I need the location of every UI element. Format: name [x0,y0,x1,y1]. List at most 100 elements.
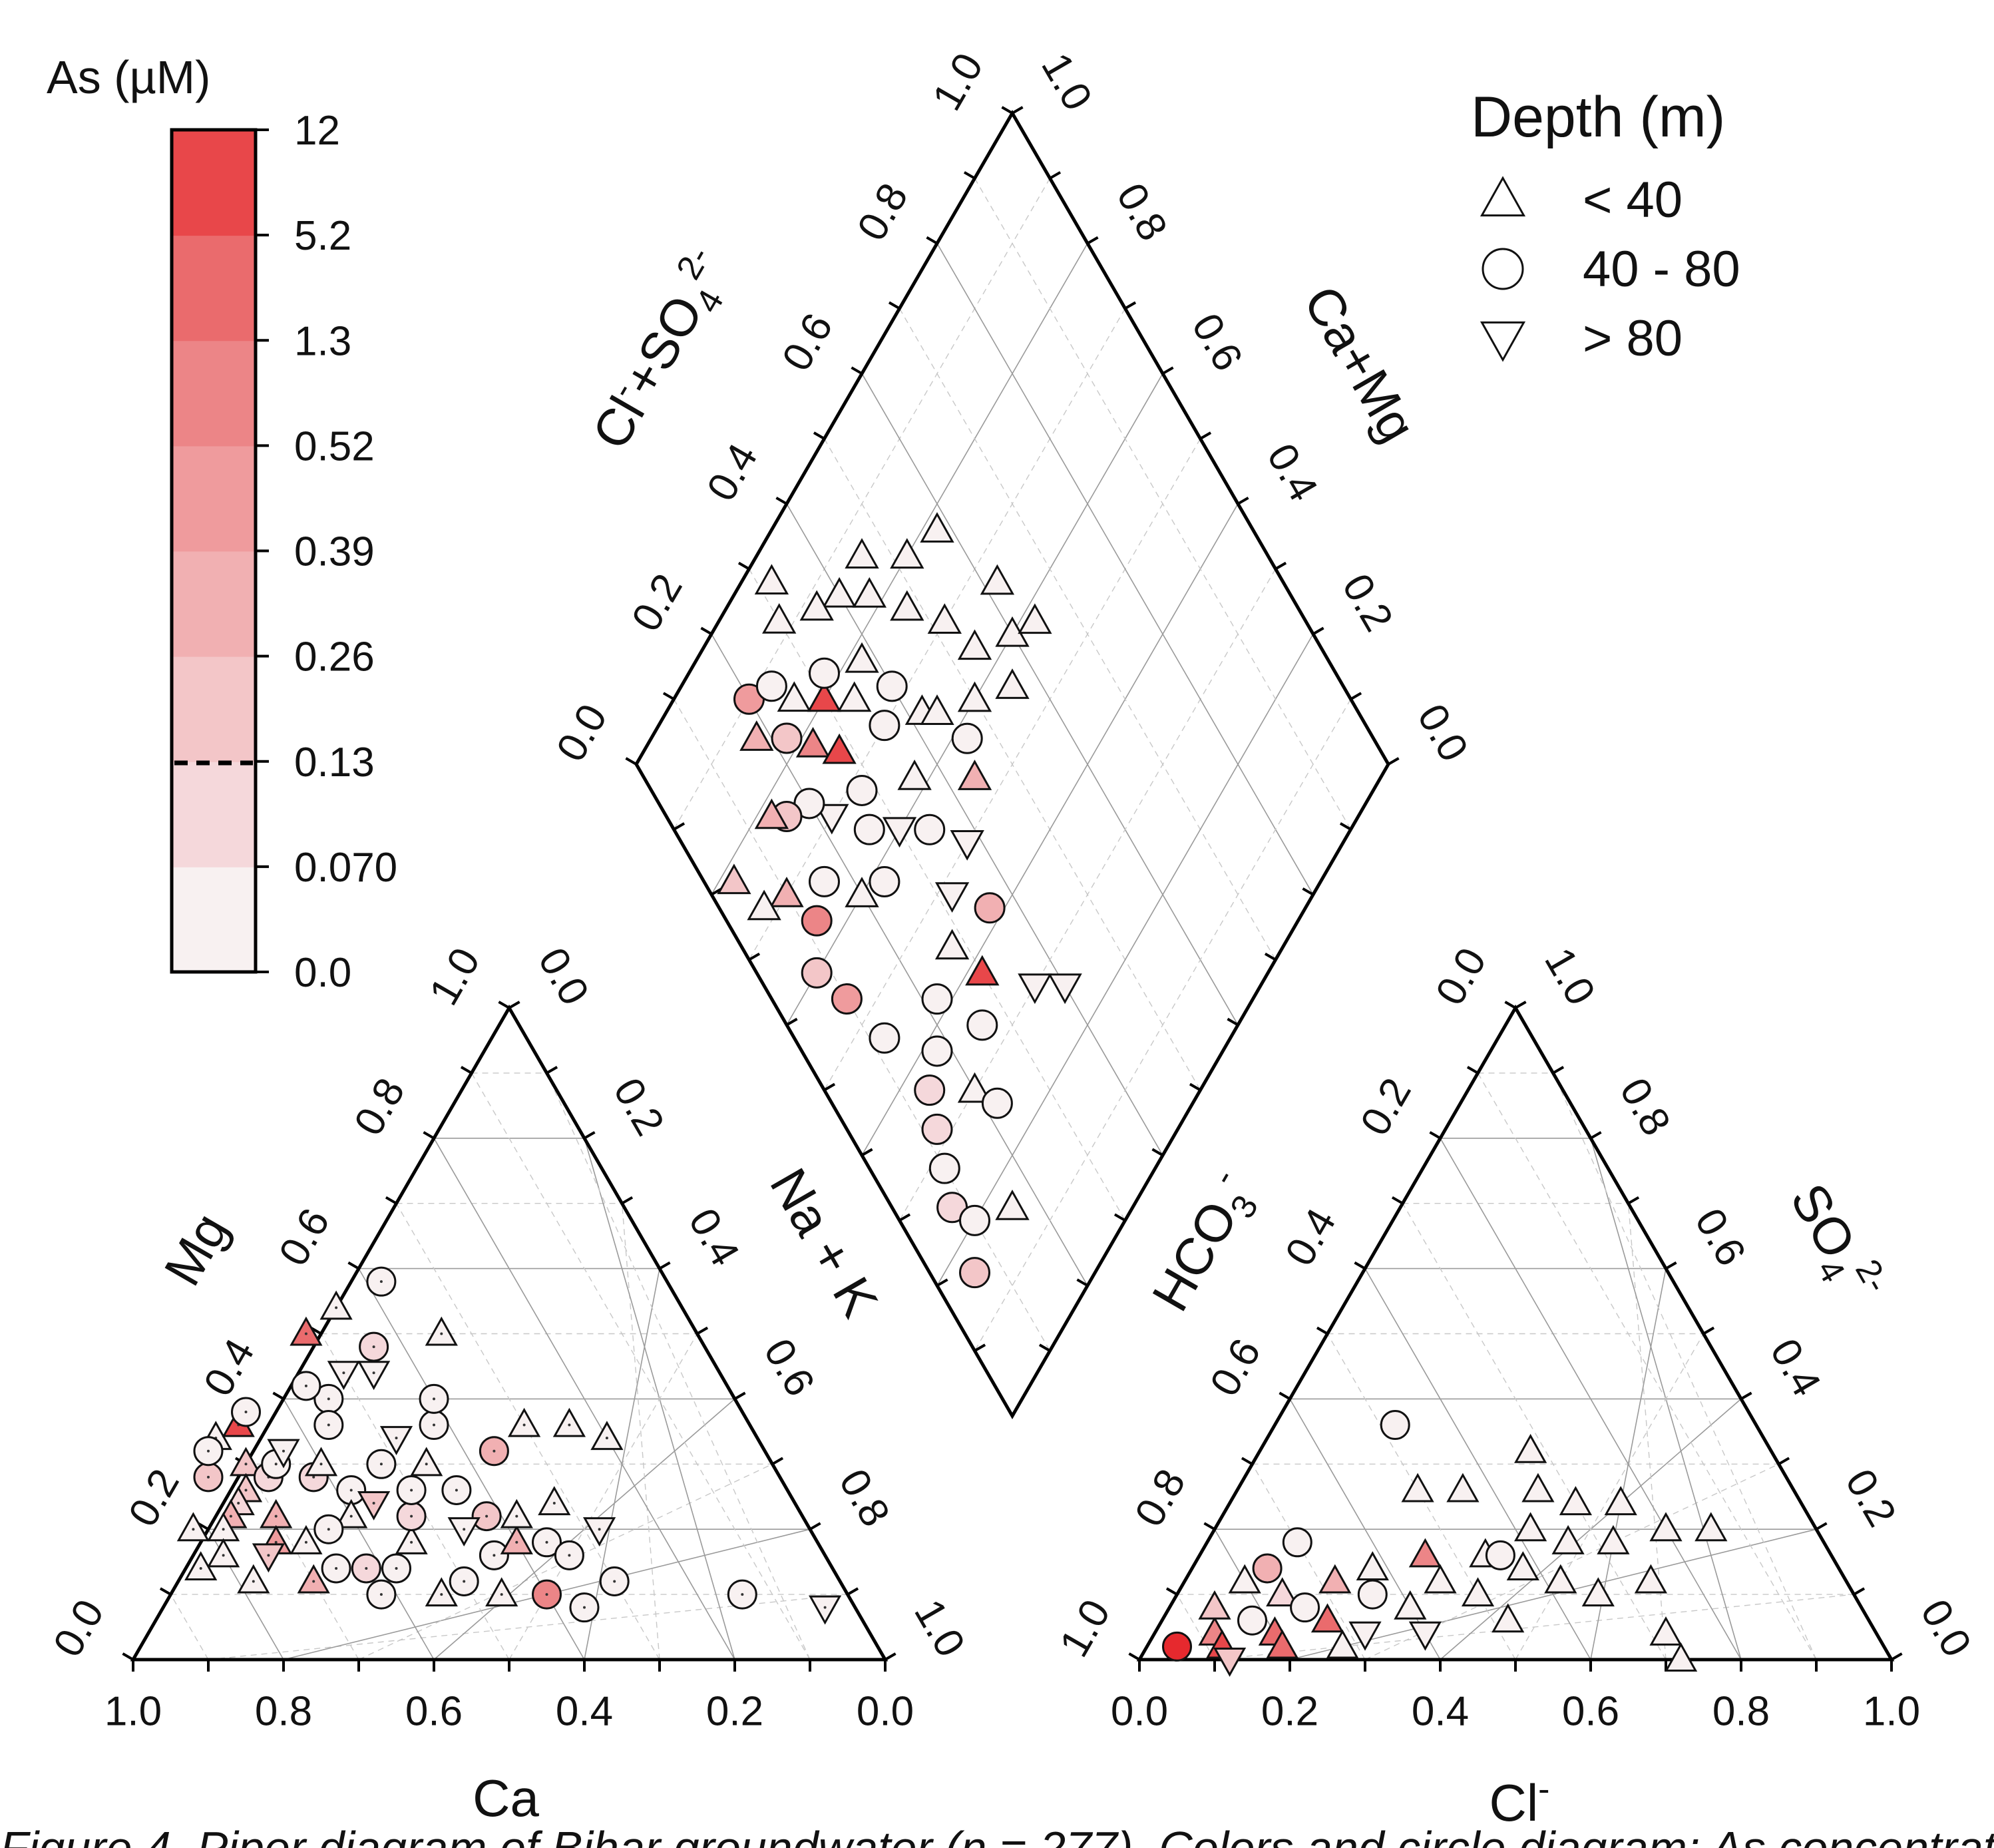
cation-right-tick [583,1131,596,1140]
diamond-point [920,694,954,725]
diamond-point [934,882,970,913]
diamond-point [739,720,774,751]
diamond-lower-tick [1113,1213,1126,1222]
cation-point-dot [545,1540,548,1544]
diamond-right-tick [1312,626,1324,636]
diamond-grid-line [974,178,1352,830]
anion-left-tick [1316,1326,1328,1335]
diamond-point [995,1189,1030,1220]
diamond-lower-tick [936,1278,948,1287]
diamond-point [754,564,789,595]
cation-point-dot [568,1554,571,1557]
figure-caption: Figure 4. Piper diagram of Bihar groundw… [0,1822,1994,1848]
cation-point-dot [379,1593,383,1596]
anion-left-tick-label: 0.2 [1352,1070,1420,1143]
anion-right-tick [1665,1261,1677,1270]
cation-point-dot [463,1580,466,1583]
cation-right-tick [546,1066,558,1074]
colorbar-band [172,551,256,657]
anion-point [1634,1564,1668,1594]
diamond-point [747,889,781,921]
anion-bottom-tick-label: 0.8 [1712,1688,1770,1734]
cation-right-tick [847,1587,859,1596]
diamond-right-tick [1124,301,1137,310]
cation-point-dot [274,1514,278,1518]
cation-point-dot [267,1554,270,1557]
cation-point [290,1316,323,1346]
diamond-lower-tick [1302,887,1314,896]
cation-point-dot [485,1514,489,1518]
cation-point-dot [372,1371,375,1375]
diamond-right-tick [1275,561,1287,571]
diamond-point [974,892,1006,924]
anion-right-tick-label: 1.0 [1535,940,1604,1013]
cation-point-dot [823,1606,827,1609]
diamond-point [928,1152,960,1184]
cation-point-dot [379,1280,383,1283]
diamond-right-tick [1387,757,1400,766]
anion-left-tick [1128,1652,1140,1661]
diamond-lower-tick [786,1017,798,1027]
cation-point-dot [349,1514,353,1518]
cation-right-tick-label: 1.0 [905,1592,974,1664]
diamond-point [777,681,811,712]
diamond-point [809,657,840,689]
diamond-point [809,865,840,897]
anion-point [1544,1564,1577,1594]
anion-axis-so4: SO42- [1772,1172,1896,1316]
colorbar-title: As (µM) [47,51,210,103]
diamond-right-tick-label: 0.0 [1408,696,1477,769]
depth-legend: Depth (m) < 40 40 - 80 > 80 [1471,85,1740,367]
legend-label: 40 - 80 [1583,241,1740,298]
cation-point-dot [598,1528,601,1531]
diamond-points [717,512,1082,1289]
diamond-point [845,538,879,569]
diamond-point [754,798,789,829]
cation-point-dot [312,1475,315,1479]
legend-marker [1480,321,1526,362]
anion-bottom-tick-label: 0.6 [1562,1688,1619,1734]
anion-left-tick-label: 0.6 [1201,1331,1270,1404]
anion-left-tick [1466,1066,1479,1074]
cation-right-tick [621,1196,634,1205]
anion-point [1492,1603,1525,1633]
diamond-right-tick [1049,171,1062,180]
cation-axis-nak: Na + K [759,1158,890,1326]
cation-axis-mg: Mg [152,1204,239,1295]
cation-point-dot [515,1540,518,1544]
cation-right-tick [508,1001,520,1009]
cation-point-dot [282,1449,285,1453]
cation-point-dot [583,1606,586,1609]
anion-point [1198,1590,1231,1620]
cation-point-dot [395,1566,398,1570]
colorbar-band [172,656,256,762]
diamond-left-tick [813,431,825,440]
anion-point [1559,1486,1593,1516]
diamond-point [822,577,857,608]
diamond-right-tick [1087,236,1099,245]
diamond-left-tick-label: 0.2 [623,567,692,639]
cation-grid-line [621,1203,660,1660]
legend-label: < 40 [1583,172,1683,228]
anion-point [1506,1551,1539,1580]
cation-point [590,1421,624,1451]
diamond-left-tick [851,366,863,375]
cation-triangle: 1.0 0.8 0.6 0.4 0.2 0.00.00.20.40.60.81.0 0.00… [45,940,974,1827]
anion-point [1380,1410,1410,1441]
diamond-point [1018,973,1052,1005]
diamond-point [897,760,932,790]
diamond-point [846,774,878,806]
cation-right-tick [696,1326,709,1335]
colorbar-tick-label: 0.52 [294,423,375,469]
anion-left-tick [1165,1587,1178,1596]
cation-ticks: 1.0 0.8 0.6 0.4 0.2 0.00.00.20.40.60.81.0 0.00… [45,940,974,1734]
cation-left-tick-label: 0.6 [270,1201,339,1273]
diamond-grid [673,178,1352,1351]
anion-axis-hco3: HCO3- [1137,1162,1272,1325]
diamond-point [959,1204,990,1236]
anion-point [1424,1564,1457,1594]
colorbar-labels: 0.0 0.070 0.13 0.26 0.39 0.52 1.3 5.2 12 [256,108,397,996]
cation-point [267,1439,300,1469]
diamond-right-tick [1012,106,1024,115]
anion-point [1162,1631,1192,1662]
